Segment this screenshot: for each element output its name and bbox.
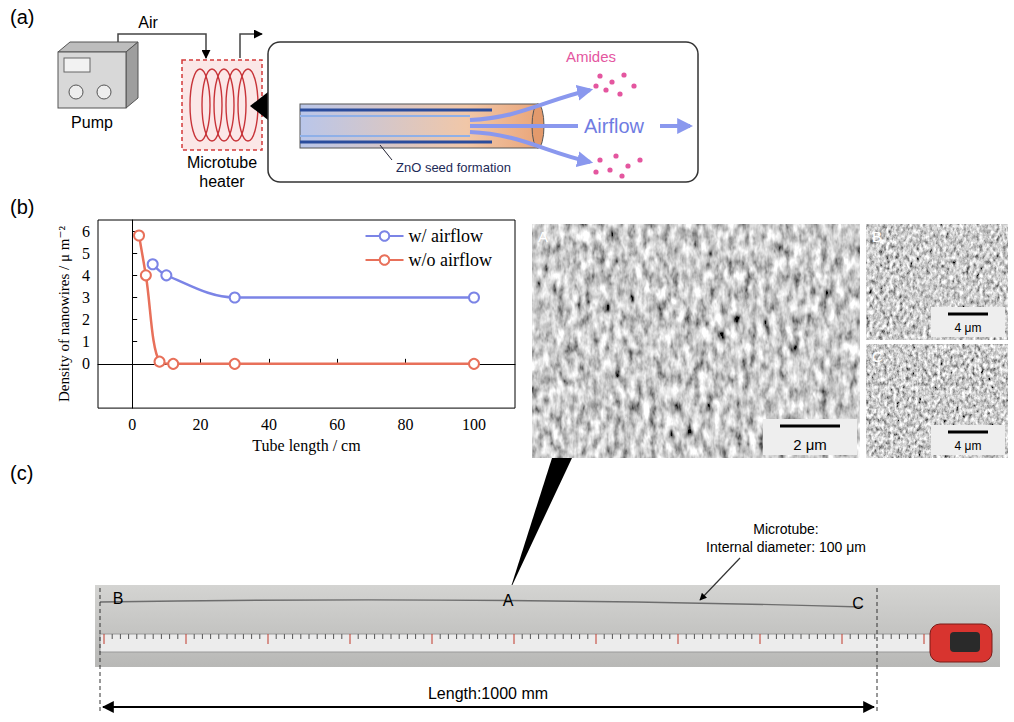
svg-text:Internal diameter: 100 μm: Internal diameter: 100 μm — [706, 539, 866, 555]
svg-text:0: 0 — [82, 355, 90, 372]
svg-text:Air: Air — [138, 14, 158, 31]
svg-text:C: C — [872, 348, 883, 365]
svg-text:heater: heater — [199, 173, 245, 190]
svg-text:0: 0 — [128, 416, 136, 433]
svg-text:Pump: Pump — [71, 114, 113, 131]
svg-text:Amides: Amides — [566, 48, 616, 65]
svg-text:2 μm: 2 μm — [793, 436, 827, 453]
svg-text:B: B — [872, 228, 882, 245]
svg-text:C: C — [852, 595, 864, 612]
svg-text:3: 3 — [82, 289, 90, 306]
svg-text:Microtube:: Microtube: — [753, 521, 818, 537]
svg-text:Microtube: Microtube — [187, 154, 257, 171]
svg-text:60: 60 — [329, 416, 345, 433]
svg-text:Density of nanowires / μ m⁻²: Density of nanowires / μ m⁻² — [56, 226, 72, 402]
svg-text:5: 5 — [82, 245, 90, 262]
svg-text:(c): (c) — [10, 462, 33, 484]
svg-text:(b): (b) — [10, 196, 34, 218]
svg-text:w/ airflow: w/ airflow — [409, 226, 483, 246]
svg-text:Length:1000 mm: Length:1000 mm — [428, 685, 548, 702]
svg-text:A: A — [538, 228, 548, 245]
svg-text:1: 1 — [82, 333, 90, 350]
svg-text:ZnO seed formation: ZnO seed formation — [396, 160, 511, 175]
svg-text:6: 6 — [82, 223, 90, 240]
svg-text:40: 40 — [261, 416, 277, 433]
svg-text:2: 2 — [82, 311, 90, 328]
svg-text:w/o airflow: w/o airflow — [409, 250, 492, 270]
svg-text:4: 4 — [82, 267, 90, 284]
svg-text:100: 100 — [462, 416, 486, 433]
svg-text:Airflow: Airflow — [584, 115, 645, 137]
svg-text:80: 80 — [398, 416, 414, 433]
svg-text:(a): (a) — [10, 6, 34, 28]
svg-text:Tube length / cm: Tube length / cm — [252, 437, 361, 455]
svg-text:B: B — [113, 590, 124, 607]
svg-text:4 μm: 4 μm — [955, 321, 982, 335]
svg-text:A: A — [503, 592, 514, 609]
svg-text:20: 20 — [193, 416, 209, 433]
svg-text:4 μm: 4 μm — [955, 439, 982, 453]
